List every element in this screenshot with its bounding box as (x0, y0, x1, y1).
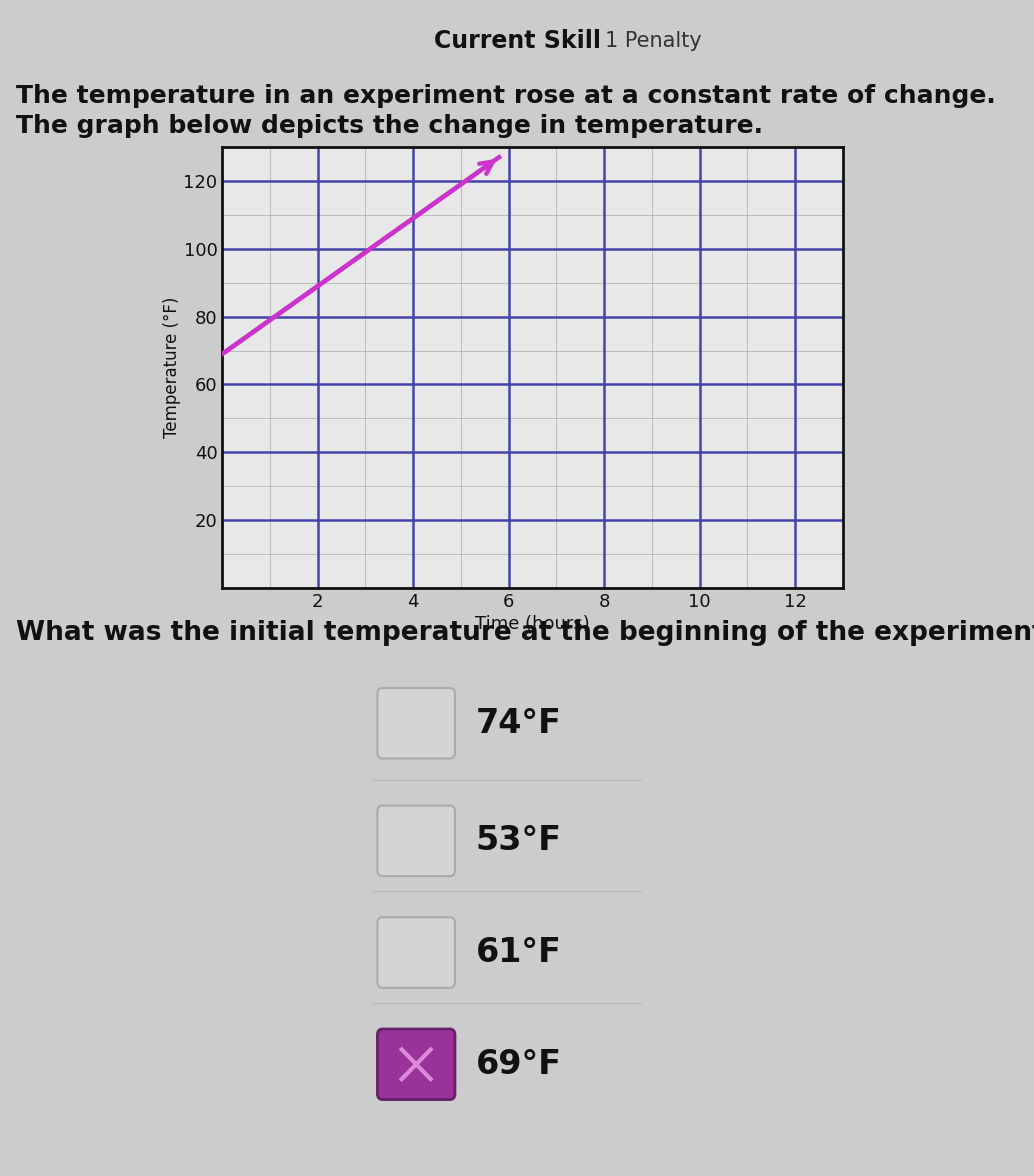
Y-axis label: Temperature (°F): Temperature (°F) (162, 296, 181, 439)
Text: 69°F: 69°F (476, 1048, 561, 1081)
Text: 61°F: 61°F (476, 936, 561, 969)
Text: 1 Penalty: 1 Penalty (605, 31, 702, 52)
X-axis label: Time (hours): Time (hours) (476, 615, 589, 633)
Text: What was the initial temperature at the beginning of the experiment?: What was the initial temperature at the … (16, 620, 1034, 646)
Text: Current Skill: Current Skill (433, 29, 601, 53)
Text: 53°F: 53°F (476, 824, 561, 857)
Text: The graph below depicts the change in temperature.: The graph below depicts the change in te… (16, 114, 762, 138)
Text: The temperature in an experiment rose at a constant rate of change.: The temperature in an experiment rose at… (16, 85, 996, 108)
Text: 74°F: 74°F (476, 707, 561, 740)
